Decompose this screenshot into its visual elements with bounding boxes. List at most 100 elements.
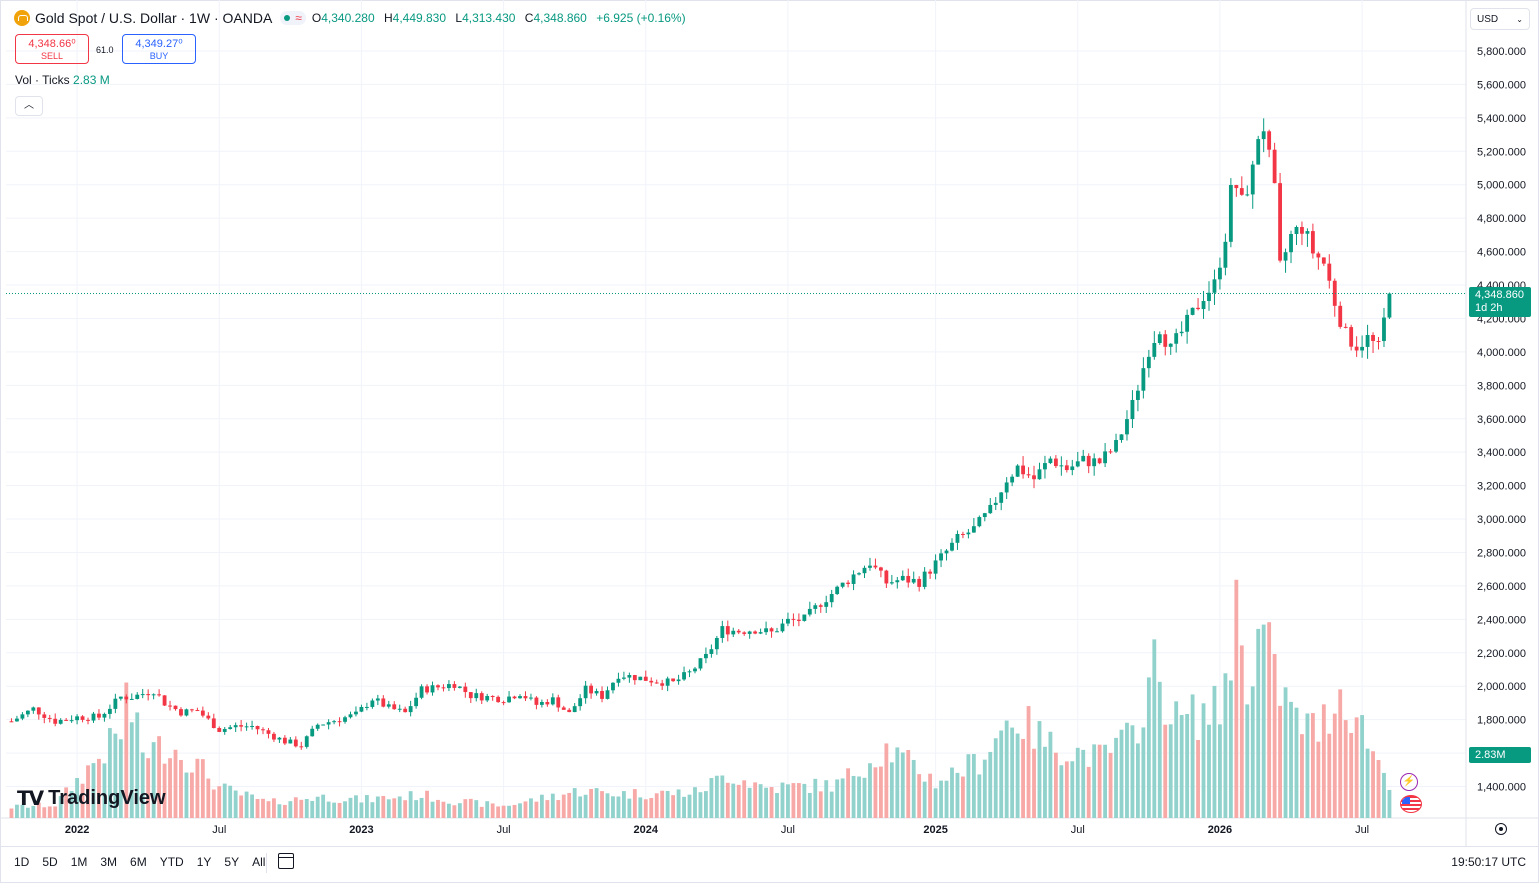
candle-body — [282, 737, 287, 744]
volume-bar — [381, 795, 386, 818]
volume-bar — [950, 767, 954, 818]
volume-bar — [403, 800, 408, 818]
candle-body — [1048, 458, 1053, 464]
volume-bar — [1174, 701, 1179, 818]
volume-bar — [354, 795, 358, 818]
tradingview-logo[interactable]: 𝗧𝗩 TradingView — [17, 786, 166, 811]
x-tick-label: Jul — [781, 824, 795, 836]
currency-select[interactable]: USD ⌄ — [1470, 8, 1530, 30]
volume-bar — [430, 801, 435, 818]
buy-button[interactable]: 4,349.27⁰ BUY — [122, 34, 196, 64]
settings-gear-icon[interactable] — [1495, 823, 1507, 835]
candle-body — [1382, 317, 1386, 342]
candle-body — [889, 582, 894, 584]
candle-body — [736, 630, 741, 633]
volume-bar — [195, 758, 200, 818]
volume-bar — [906, 750, 911, 818]
market-status-pill[interactable]: ≈ — [280, 11, 306, 25]
goto-date-calendar-icon[interactable] — [278, 853, 294, 869]
candle-body — [179, 709, 183, 716]
candle-body — [687, 671, 692, 673]
candle-body — [1376, 340, 1381, 342]
symbol-legend[interactable]: Gold Spot / U.S. Dollar · 1W · OANDA ≈ O… — [14, 10, 692, 26]
us-flag-event-icon[interactable] — [1400, 795, 1422, 813]
volume-bar — [1321, 704, 1326, 818]
volume-bar — [1064, 761, 1069, 818]
volume-bar — [600, 791, 604, 818]
volume-bar — [824, 780, 829, 818]
candle-body — [261, 729, 265, 731]
candle-body — [922, 571, 927, 587]
volume-bar — [1021, 738, 1025, 818]
range-6m-button[interactable]: 6M — [130, 855, 147, 869]
candle-body — [802, 614, 807, 621]
x-tick-label: 2024 — [634, 824, 659, 836]
candle-body — [1250, 164, 1255, 195]
range-3m-button[interactable]: 3M — [100, 855, 118, 869]
candle-body — [1316, 253, 1321, 258]
candle-body — [1201, 301, 1206, 310]
lightning-event-icon[interactable]: ⚡ — [1400, 773, 1418, 791]
candle-body — [386, 704, 391, 707]
candle-body — [496, 696, 501, 703]
candle-body — [900, 575, 905, 581]
volume-bar — [556, 800, 561, 818]
y-tick-label: 3,000.000 — [1477, 514, 1526, 526]
collapse-legend-button[interactable]: ︿ — [15, 96, 43, 116]
candle-body — [42, 714, 47, 718]
range-5y-button[interactable]: 5Y — [224, 855, 240, 869]
market-open-dot-icon — [284, 15, 291, 21]
candle-body — [113, 698, 118, 709]
candle-body — [272, 733, 276, 740]
candle-body — [146, 694, 151, 696]
volume-bar — [146, 758, 151, 818]
volume-bar — [698, 792, 703, 818]
volume-bar — [151, 742, 156, 818]
candle-body — [982, 513, 987, 518]
volume-bar — [1097, 744, 1102, 818]
range-1d-button[interactable]: 1D — [14, 855, 30, 869]
candle-body — [419, 686, 424, 698]
range-ytd-button[interactable]: YTD — [159, 855, 184, 869]
candle-body — [1119, 434, 1124, 441]
open-value: 4,340.280 — [321, 11, 375, 25]
candle-body — [534, 697, 539, 705]
volume-bar — [753, 782, 758, 818]
range-1m-button[interactable]: 1M — [70, 855, 88, 869]
candle-body — [818, 605, 823, 607]
volume-legend[interactable]: Vol · Ticks 2.83 M — [15, 73, 110, 87]
volume-bar — [857, 776, 861, 818]
range-1y-button[interactable]: 1Y — [196, 855, 212, 869]
range-5d-button[interactable]: 5D — [42, 855, 58, 869]
candle-body — [31, 707, 36, 711]
candle-body — [747, 631, 752, 634]
range-all-button[interactable]: All — [252, 855, 266, 869]
candle-body — [1004, 482, 1009, 493]
candle-body — [911, 578, 916, 583]
candle-body — [58, 719, 63, 724]
sell-button[interactable]: 4,348.66⁰ SELL — [15, 34, 89, 64]
volume-bar — [348, 797, 353, 818]
volume-bar — [1037, 721, 1042, 818]
x-tick-label: 2023 — [349, 824, 373, 836]
volume-bar — [518, 803, 522, 818]
volume-bar — [649, 798, 654, 818]
volume-bar — [775, 793, 779, 818]
ohlc-values: O4,340.280 H4,449.830 L4,313.430 C4,348.… — [311, 11, 686, 25]
price-chart[interactable]: 5,800.000 5,600.000 5,400.000 5,200.000 5,00… — [0, 0, 1539, 846]
low-value: 4,313.430 — [462, 11, 516, 25]
candle-body — [195, 710, 200, 712]
candle-body — [1283, 252, 1288, 261]
candle-body — [1010, 476, 1015, 483]
volume-bar — [583, 794, 588, 818]
candle-body — [1272, 149, 1277, 184]
volume-bar — [1305, 713, 1310, 818]
symbol-title[interactable]: Gold Spot / U.S. Dollar · 1W · OANDA — [35, 10, 273, 26]
volume-bar — [539, 794, 544, 818]
utc-clock[interactable]: 19:50:17 UTC — [1451, 855, 1526, 869]
candle-body — [1064, 465, 1069, 471]
volume-bar — [162, 763, 167, 818]
candle-body — [725, 626, 730, 635]
volume-bar — [1146, 677, 1151, 818]
candle-body — [157, 694, 162, 696]
